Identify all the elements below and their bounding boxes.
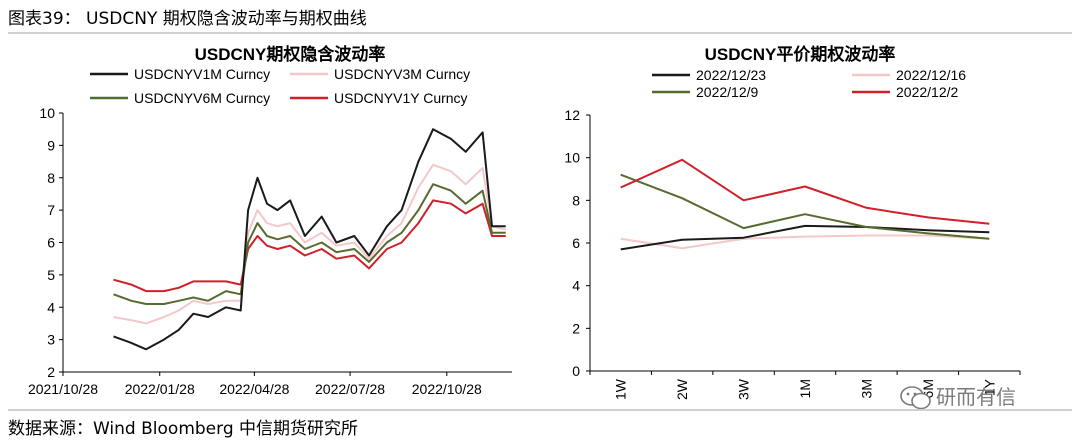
left-y-tick-label: 8 bbox=[47, 170, 55, 186]
right-legend-item: 2022/12/2 bbox=[852, 84, 958, 100]
left-y-tick-label: 3 bbox=[47, 332, 55, 348]
left-legend-label: USDCNYV1Y Curncy bbox=[334, 90, 468, 106]
left-chart-series bbox=[113, 128, 506, 351]
left-y-tick-label: 10 bbox=[39, 105, 55, 121]
watermark-text: 研而有信 bbox=[936, 385, 1016, 409]
left-x-tick-label: 2022/10/28 bbox=[412, 381, 482, 397]
left-x-tick-label: 2022/01/28 bbox=[125, 381, 195, 397]
left-chart-title: USDCNY期权隐含波动率 bbox=[195, 44, 386, 64]
left-chart-legend: USDCNYV1M Curncy USDCNYV3M Curncy USDCNYV6… bbox=[90, 66, 470, 106]
left-legend-label: USDCNYV3M Curncy bbox=[334, 66, 470, 82]
right-x-tick-label: 3W bbox=[736, 378, 752, 400]
right-y-tick-label: 6 bbox=[572, 235, 580, 251]
left-legend-label: USDCNYV6M Curncy bbox=[134, 90, 270, 106]
right-legend-label: 2022/12/2 bbox=[896, 84, 958, 100]
left-chart-axes: 2 3 4 5 6 7 8 9 10 2021/10/28 2022/01/28 2022/04/28… bbox=[28, 105, 512, 397]
right-legend-item: 2022/12/9 bbox=[652, 84, 758, 100]
implied-vol-chart: USDCNY期权隐含波动率 USDCNYV1M Curncy USDCNYV3M … bbox=[28, 44, 512, 397]
left-legend-item: USDCNYV3M Curncy bbox=[290, 66, 470, 82]
top-divider bbox=[8, 32, 1072, 34]
bottom-divider bbox=[8, 409, 1072, 411]
right-legend-label: 2022/12/9 bbox=[696, 84, 758, 100]
right-series-line-3 bbox=[620, 173, 990, 240]
right-y-tick-label: 0 bbox=[572, 363, 580, 379]
right-y-tick-label: 8 bbox=[572, 192, 580, 208]
atm-vol-chart: USDCNY平价期权波动率 2022/12/23 2022/12/162022/1… bbox=[564, 44, 1021, 400]
right-legend-label: 2022/12/16 bbox=[896, 67, 966, 83]
right-y-tick-label: 4 bbox=[572, 278, 580, 294]
left-legend-item: USDCNYV6M Curncy bbox=[90, 90, 270, 106]
right-legend-item: 2022/12/23 bbox=[652, 67, 766, 83]
right-chart-title: USDCNY平价期权波动率 bbox=[705, 44, 896, 64]
left-y-tick-label: 9 bbox=[47, 137, 55, 153]
watermark: 研而有信 bbox=[900, 385, 1016, 410]
right-y-tick-label: 12 bbox=[564, 107, 580, 123]
left-series-line-4 bbox=[113, 199, 506, 293]
right-x-tick-label: 1Y bbox=[981, 378, 997, 396]
right-legend-label: 2022/12/23 bbox=[696, 67, 766, 83]
right-x-tick-label: 2W bbox=[674, 378, 690, 400]
right-legend-item: 2022/12/16 bbox=[852, 67, 966, 83]
right-y-tick-label: 2 bbox=[572, 320, 580, 336]
data-source: 数据来源：Wind Bloomberg 中信期货研究所 bbox=[8, 419, 359, 439]
left-series-line-1 bbox=[113, 128, 506, 351]
left-y-tick-label: 2 bbox=[47, 364, 55, 380]
right-y-tick-label: 10 bbox=[564, 150, 580, 166]
left-y-tick-label: 5 bbox=[47, 267, 55, 283]
right-series-line-1 bbox=[620, 224, 990, 251]
left-y-tick-label: 7 bbox=[47, 202, 55, 218]
right-x-tick-label: 1M bbox=[797, 379, 813, 398]
right-chart-series bbox=[620, 158, 990, 251]
left-x-tick-label: 2021/10/28 bbox=[28, 381, 98, 397]
left-x-tick-label: 2022/04/28 bbox=[219, 381, 289, 397]
right-series-line-2 bbox=[620, 234, 990, 250]
left-legend-item: USDCNYV1Y Curncy bbox=[290, 90, 468, 106]
right-x-tick-label: 3M bbox=[858, 379, 874, 398]
left-x-tick-label: 2022/07/28 bbox=[315, 381, 385, 397]
left-legend-item: USDCNYV1M Curncy bbox=[90, 66, 270, 82]
left-y-tick-label: 6 bbox=[47, 235, 55, 251]
left-y-tick-label: 4 bbox=[47, 299, 55, 315]
wechat-icon bbox=[900, 386, 931, 410]
left-series-line-2 bbox=[113, 163, 506, 325]
left-series-line-3 bbox=[113, 183, 506, 305]
figure-caption: 图表39： USDCNY 期权隐含波动率与期权曲线 bbox=[8, 9, 367, 29]
right-x-tick-label: 1W bbox=[613, 378, 629, 400]
left-legend-label: USDCNYV1M Curncy bbox=[134, 66, 270, 82]
right-chart-legend: 2022/12/23 2022/12/16 2022/12/9 2022/12/2 bbox=[652, 67, 966, 100]
